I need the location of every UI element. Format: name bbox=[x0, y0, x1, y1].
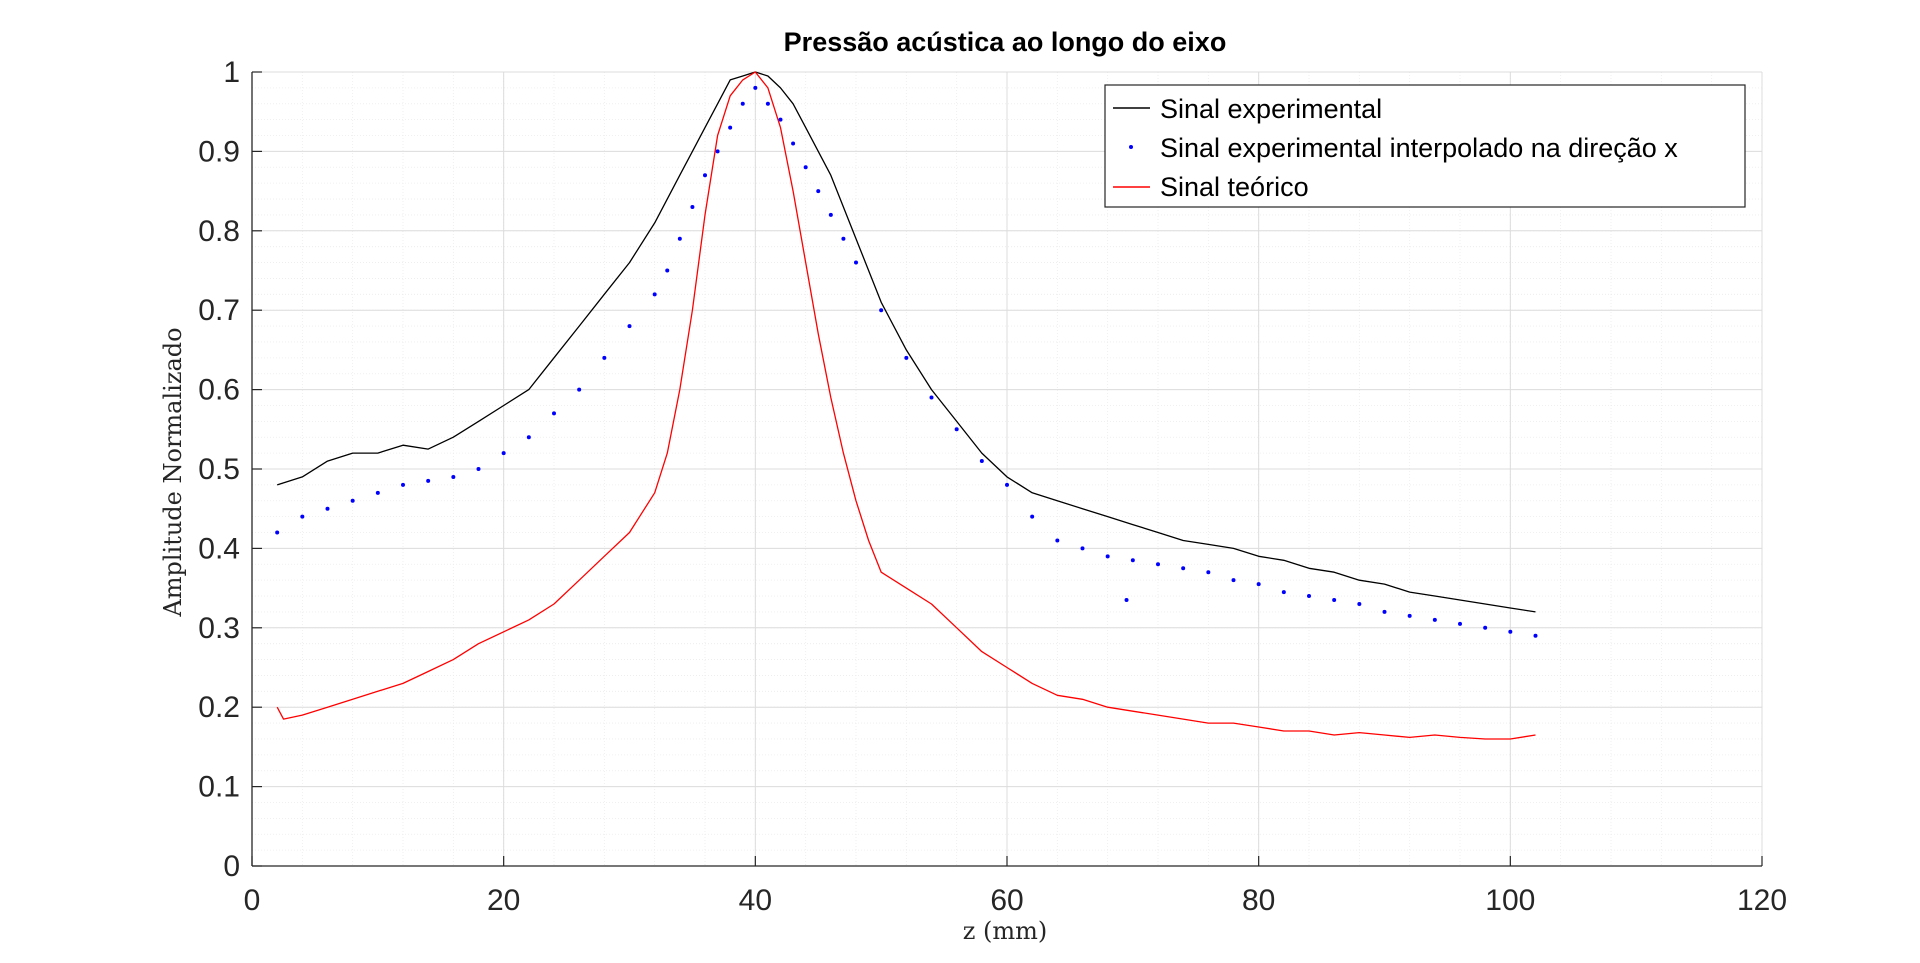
data-point-interpolated bbox=[841, 236, 846, 241]
x-tick-label: 40 bbox=[739, 884, 772, 917]
data-point-interpolated bbox=[375, 490, 380, 495]
data-point-interpolated bbox=[1508, 629, 1513, 634]
data-point-interpolated bbox=[1030, 514, 1035, 519]
data-point-interpolated bbox=[765, 101, 770, 106]
data-point-interpolated bbox=[501, 451, 506, 456]
data-point-interpolated bbox=[577, 387, 582, 392]
data-point-interpolated bbox=[1432, 617, 1437, 622]
data-point-interpolated bbox=[1458, 621, 1462, 626]
legend-label-theoretical: Sinal teórico bbox=[1160, 172, 1309, 202]
y-tick-label: 1 bbox=[223, 56, 240, 89]
data-point-interpolated bbox=[1105, 554, 1110, 559]
legend-box bbox=[1104, 84, 1746, 208]
x-axis-label: z (mm) bbox=[963, 917, 1048, 945]
data-point-interpolated bbox=[1483, 625, 1488, 630]
data-point-interpolated bbox=[1407, 613, 1412, 618]
data-point-interpolated bbox=[740, 101, 745, 106]
y-tick-label: 0.4 bbox=[198, 532, 240, 565]
data-point-interpolated bbox=[854, 260, 858, 265]
chart-title: Pressão acústica ao longo do eixo bbox=[784, 27, 1227, 57]
data-point-interpolated bbox=[552, 411, 556, 416]
data-point-interpolated bbox=[677, 236, 682, 241]
data-point-interpolated bbox=[300, 514, 305, 519]
data-point-interpolated bbox=[1231, 578, 1236, 583]
data-point-interpolated bbox=[1206, 570, 1211, 575]
y-tick-label: 0.7 bbox=[198, 294, 240, 327]
series-line-experimental bbox=[277, 71, 1536, 613]
legend-swatch-interpolated bbox=[1129, 145, 1133, 149]
x-tick-label: 80 bbox=[1242, 884, 1275, 917]
data-point-interpolated bbox=[476, 467, 481, 471]
y-tick-label: 0.3 bbox=[198, 612, 240, 645]
series-line-theoretical bbox=[276, 71, 1536, 740]
data-point-interpolated bbox=[1357, 601, 1362, 606]
data-point-interpolated bbox=[652, 292, 657, 297]
data-point-interpolated bbox=[1281, 590, 1286, 595]
data-point-interpolated bbox=[904, 355, 909, 360]
axes-layer bbox=[251, 71, 1763, 867]
y-tick-label: 0.9 bbox=[198, 135, 240, 168]
y-tick-label: 0.5 bbox=[198, 453, 240, 486]
x-tick-label: 100 bbox=[1485, 884, 1535, 917]
data-point-interpolated bbox=[665, 268, 670, 273]
x-tick-label: 120 bbox=[1737, 884, 1787, 917]
x-tick-label: 20 bbox=[487, 884, 520, 917]
data-point-interpolated bbox=[979, 459, 984, 464]
data-point-interpolated bbox=[703, 173, 707, 178]
data-point-interpolated bbox=[1256, 582, 1261, 587]
data-point-interpolated bbox=[803, 165, 808, 170]
series-interpolated bbox=[275, 85, 1538, 638]
data-point-interpolated bbox=[879, 308, 884, 313]
data-point-interpolated bbox=[602, 355, 607, 360]
data-point-interpolated bbox=[728, 125, 733, 130]
y-tick-label: 0.8 bbox=[198, 215, 240, 248]
data-point-interpolated bbox=[1307, 594, 1311, 599]
data-point-interpolated bbox=[1156, 562, 1160, 567]
x-tick-label: 60 bbox=[990, 884, 1023, 917]
data-point-interpolated bbox=[426, 478, 431, 483]
data-point-interpolated bbox=[451, 474, 456, 479]
data-point-interpolated bbox=[690, 204, 695, 209]
data-point-interpolated bbox=[1005, 482, 1009, 487]
y-tick-label: 0.2 bbox=[198, 691, 240, 724]
data-point-interpolated bbox=[627, 324, 632, 329]
data-point-interpolated bbox=[753, 85, 758, 90]
data-point-interpolated bbox=[715, 149, 720, 154]
data-point-interpolated bbox=[778, 117, 783, 122]
data-point-interpolated bbox=[350, 498, 355, 503]
legend-label-experimental: Sinal experimental bbox=[1160, 94, 1382, 124]
data-point-interpolated bbox=[1124, 598, 1129, 603]
y-tick-label: 0 bbox=[223, 850, 240, 883]
data-point-interpolated bbox=[1130, 558, 1135, 563]
data-point-interpolated bbox=[275, 530, 280, 535]
data-point-interpolated bbox=[1181, 566, 1186, 571]
data-point-interpolated bbox=[929, 395, 934, 400]
x-tick-label: 0 bbox=[244, 884, 261, 917]
data-point-interpolated bbox=[1055, 538, 1060, 543]
data-point-interpolated bbox=[1382, 609, 1387, 614]
y-axis-label: Amplitude Normalizado bbox=[159, 327, 187, 617]
y-tick-label: 0.1 bbox=[198, 771, 240, 804]
data-point-interpolated bbox=[1080, 546, 1085, 551]
data-point-interpolated bbox=[954, 427, 959, 432]
data-point-interpolated bbox=[325, 506, 330, 511]
data-point-interpolated bbox=[526, 435, 531, 440]
data-point-interpolated bbox=[816, 189, 821, 194]
legend: Sinal experimental Sinal experimental in… bbox=[1104, 84, 1746, 208]
tick-labels: 0 20 40 60 80 100 120 0 0.1 0.2 0.3 0.4 0.5 0.6 0.7 0.8… bbox=[198, 56, 1787, 917]
series-layer bbox=[275, 71, 1538, 740]
data-point-interpolated bbox=[791, 141, 796, 146]
y-tick-label: 0.6 bbox=[198, 374, 240, 407]
data-point-interpolated bbox=[1332, 598, 1337, 603]
data-point-interpolated bbox=[828, 212, 833, 217]
data-point-interpolated bbox=[401, 482, 405, 487]
data-point-interpolated bbox=[1533, 633, 1538, 638]
legend-label-interpolated: Sinal experimental interpolado na direçã… bbox=[1160, 133, 1678, 163]
